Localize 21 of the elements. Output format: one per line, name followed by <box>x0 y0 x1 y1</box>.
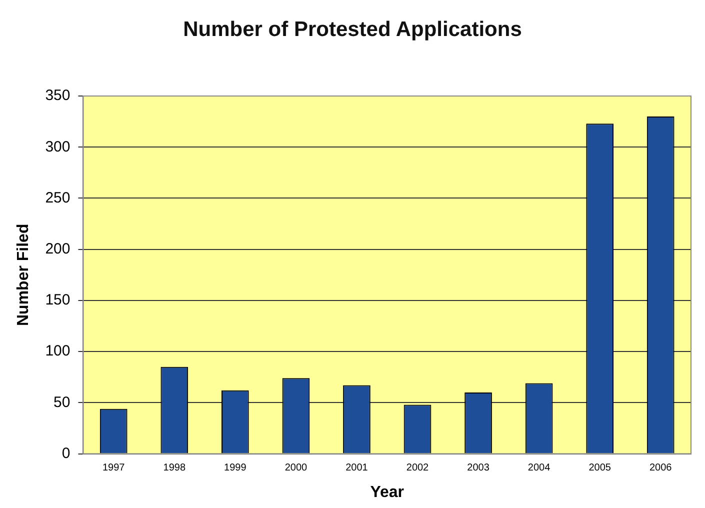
y-tick-label: 200 <box>45 240 70 258</box>
x-tick-label: 2006 <box>649 462 672 474</box>
x-tick-label: 2000 <box>284 462 308 474</box>
y-tick-label: 300 <box>45 138 70 156</box>
y-tick-label: 50 <box>54 394 70 411</box>
y-tick-label: 0 <box>62 444 70 462</box>
x-tick-label: 2001 <box>346 462 368 474</box>
y-axis-title: Number Filed <box>15 224 32 326</box>
x-tick-label: 2002 <box>406 462 430 474</box>
x-axis-title: Year <box>370 484 404 501</box>
y-tick-label: 250 <box>45 189 70 206</box>
x-tick-label: 2004 <box>528 462 551 474</box>
chart-title: Number of Protested Applications <box>182 18 523 42</box>
x-tick-label: 1997 <box>102 462 126 474</box>
x-tick-label: 1999 <box>224 462 247 474</box>
x-tick-label: 1998 <box>163 462 186 474</box>
y-tick-label: 100 <box>45 342 70 360</box>
y-tick-label: 350 <box>45 87 70 104</box>
x-tick-label: 2005 <box>588 462 612 474</box>
x-tick-label: 2003 <box>467 462 490 474</box>
y-tick-label: 150 <box>45 292 70 309</box>
